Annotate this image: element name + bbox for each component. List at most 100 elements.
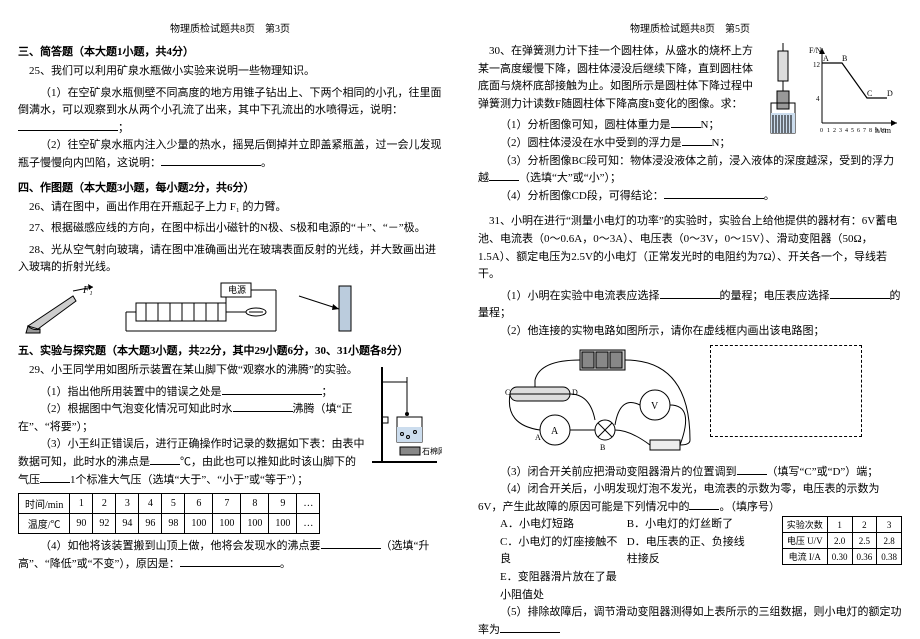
td: … bbox=[297, 514, 320, 534]
y-label: F/N bbox=[809, 46, 822, 55]
svg-text:B: B bbox=[842, 54, 847, 63]
svg-text:C: C bbox=[867, 89, 872, 98]
blank bbox=[830, 288, 890, 299]
boiling-figure: 石棉网 bbox=[372, 362, 442, 472]
blank bbox=[233, 401, 293, 412]
svg-text:5: 5 bbox=[851, 128, 854, 134]
q31-figures: C D A A B V bbox=[500, 345, 902, 460]
svg-text:0: 0 bbox=[820, 128, 823, 134]
q29-wrap: 石棉网 29、小王同学用如图所示装置在某山脚下做“观察水的沸腾”的实验。 （1）… bbox=[18, 362, 442, 489]
q25-1: （1）在空矿泉水瓶侧壁不同高度的地方用锥子钻出上、下两个相同的小孔，往里面倒满水… bbox=[18, 85, 442, 138]
page-5: 物理质检试题共8页 第5页 bbox=[460, 0, 920, 638]
blank bbox=[500, 622, 560, 633]
section-4-title: 四、作图题（本大题3小题，每小题2分，共6分） bbox=[18, 179, 442, 195]
q31-2: （2）他连接的实物电路如图所示，请你在虚线框内画出该电路图； bbox=[478, 323, 902, 341]
svg-text:10: 10 bbox=[880, 128, 886, 134]
q31-3-text: （3）闭合开关前应把滑动变阻器滑片的位置调到 bbox=[500, 466, 737, 478]
page-header-5: 物理质检试题共8页 第5页 bbox=[478, 20, 902, 35]
q30-wrap: F/N h/cm A B C D 12 4 0 1 2 3 4 bbox=[478, 43, 902, 188]
svg-text:A: A bbox=[823, 54, 829, 63]
blank bbox=[671, 117, 701, 128]
svg-text:8: 8 bbox=[869, 128, 872, 134]
th: 电流 I/A bbox=[782, 549, 827, 565]
svg-text:3: 3 bbox=[839, 128, 842, 134]
blank bbox=[689, 499, 719, 510]
opt-b: B．小电灯的灯丝断了 bbox=[627, 516, 754, 534]
q30-1-text: （1）分析图像可知，圆柱体重力是 bbox=[500, 119, 671, 131]
svg-text:4: 4 bbox=[816, 95, 820, 103]
f-h-graph: F/N h/cm A B C D 12 4 0 1 2 3 4 bbox=[807, 43, 902, 138]
q31-3: （3）闭合开关前应把滑动变阻器滑片的位置调到 （填写“C”或“D”）端； bbox=[478, 464, 902, 482]
q31-1-text: （1）小明在实验中电流表应选择 bbox=[500, 290, 660, 302]
circuit-draw-box bbox=[710, 345, 862, 437]
td: 6 bbox=[185, 494, 213, 514]
td: 2.8 bbox=[877, 533, 902, 549]
q30-4-text: （4）分析图像CD段，可得结论： bbox=[500, 190, 664, 202]
td: 0.30 bbox=[827, 549, 852, 565]
svg-text:12: 12 bbox=[813, 61, 821, 69]
th: 时间/min bbox=[19, 494, 70, 514]
td: 100 bbox=[241, 514, 269, 534]
td: 96 bbox=[139, 514, 162, 534]
td: 1 bbox=[827, 517, 852, 533]
blank bbox=[664, 188, 764, 199]
solenoid-figure: 电源 bbox=[116, 281, 286, 336]
q29-1-text: （1）指出他所用装置中的错误之处是 bbox=[40, 386, 222, 398]
td: 7 bbox=[213, 494, 241, 514]
q31-options: A．小电灯短路 B．小电灯的灯丝断了 C．小电灯的灯座接触不良 D．电压表的正、… bbox=[500, 516, 782, 604]
svg-text:A: A bbox=[535, 433, 541, 442]
svg-text:9: 9 bbox=[875, 128, 878, 134]
q30-2-u: N； bbox=[712, 137, 731, 149]
blank bbox=[737, 464, 767, 475]
svg-text:2: 2 bbox=[833, 128, 836, 134]
q30-4: （4）分析图像CD段，可得结论：。 bbox=[478, 188, 902, 206]
td: 92 bbox=[93, 514, 116, 534]
td: 100 bbox=[185, 514, 213, 534]
q27: 27、根据磁感应线的方向，在图中标出小磁针的N极、S极和电源的“＋”、“－”极。 bbox=[18, 220, 442, 238]
lever-figure: F₁ bbox=[18, 281, 108, 336]
section-3-title: 三、简答题（本大题1小题，共4分） bbox=[18, 43, 442, 59]
page-3: 物理质检试题共8页 第3页 三、简答题（本大题1小题，共4分） 25、我们可以利… bbox=[0, 0, 460, 638]
td: 0.38 bbox=[877, 549, 902, 565]
q25: 25、我们可以利用矿泉水瓶做小实验来说明一些物理知识。 bbox=[18, 63, 442, 81]
circuit-physical-figure: C D A A B V bbox=[500, 345, 700, 460]
td: 3 bbox=[877, 517, 902, 533]
td: 100 bbox=[269, 514, 297, 534]
th: 电压 U/V bbox=[782, 533, 827, 549]
page-header-3: 物理质检试题共8页 第3页 bbox=[18, 20, 442, 35]
q31-4-text: （4）闭合开关后，小明发现灯泡不发光，电流表的示数为零，电压表的示数为6V，产生… bbox=[478, 483, 880, 513]
q26: 26、请在图中，画出作用在开瓶起子上力 F₁ 的力臂。 bbox=[18, 199, 442, 217]
svg-text:电源: 电源 bbox=[228, 284, 246, 295]
refraction-figure bbox=[294, 281, 364, 336]
q30-3-u: （选填“大”或“小”）； bbox=[519, 172, 621, 184]
td: 1 bbox=[70, 494, 93, 514]
svg-text:7: 7 bbox=[863, 128, 866, 134]
q30-2-text: （2）圆柱体浸没在水中受到的浮力是 bbox=[500, 137, 682, 149]
q29-3-text3: 1个标准大气压（选填“大于”、“小于”或“等于”）； bbox=[70, 474, 308, 486]
table-row: 电压 U/V 2.0 2.5 2.8 bbox=[782, 533, 901, 549]
td: 2 bbox=[93, 494, 116, 514]
spring-scale-figure bbox=[763, 43, 803, 138]
q31-3-text2: （填写“C”或“D”）端； bbox=[767, 466, 879, 478]
section-5-title: 五、实验与探究题（本大题3小题，共22分，其中29小题6分，30、31小题各8分… bbox=[18, 342, 442, 358]
q29-4-text: （4）如他将该装置搬到山顶上做，他将会发现水的沸点要 bbox=[40, 540, 321, 552]
container: 物理质检试题共8页 第3页 三、简答题（本大题1小题，共4分） 25、我们可以利… bbox=[0, 0, 920, 638]
svg-text:V: V bbox=[651, 401, 659, 412]
svg-text:A: A bbox=[551, 426, 559, 437]
td: 9 bbox=[269, 494, 297, 514]
q25-1-text: （1）在空矿泉水瓶侧壁不同高度的地方用锥子钻出上、下两个相同的小孔，往里面倒满水… bbox=[18, 87, 442, 117]
svg-text:4: 4 bbox=[845, 128, 848, 134]
blank bbox=[321, 538, 381, 549]
blank bbox=[18, 120, 118, 131]
q30-1-u: N； bbox=[701, 119, 720, 131]
result-table: 实验次数 1 2 3 电压 U/V 2.0 2.5 2.8 电流 I/A 0.3… bbox=[782, 516, 902, 565]
blank bbox=[150, 454, 180, 465]
opt-e: E．变阻器滑片放在了最小阻值处 bbox=[500, 569, 627, 604]
td: 0.36 bbox=[852, 549, 877, 565]
blank bbox=[161, 155, 261, 166]
q31-5: （5）排除故障后，调节滑动变阻器测得如上表所示的三组数据，则小电灯的额定功率为 bbox=[478, 604, 902, 639]
td: 100 bbox=[213, 514, 241, 534]
td: 2.5 bbox=[852, 533, 877, 549]
svg-text:1: 1 bbox=[827, 128, 830, 134]
q31-4-text2: 。（填序号） bbox=[719, 501, 780, 513]
